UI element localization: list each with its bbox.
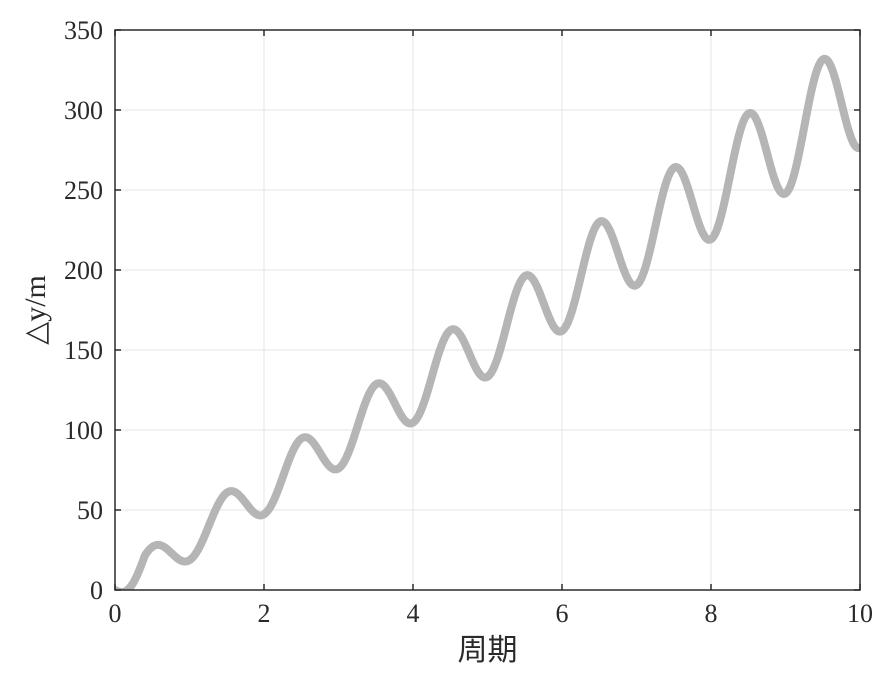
y-tick-label: 100 (64, 416, 103, 445)
y-tick-label: 350 (64, 16, 103, 45)
x-tick-label: 4 (407, 599, 420, 628)
x-tick-label: 10 (847, 599, 873, 628)
oscillating-line-chart: 0246810050100150200250300350周期△y/m (0, 0, 894, 690)
chart-container: 0246810050100150200250300350周期△y/m (0, 0, 894, 690)
x-tick-label: 6 (556, 599, 569, 628)
y-tick-label: 250 (64, 176, 103, 205)
x-tick-label: 8 (705, 599, 718, 628)
y-tick-label: 200 (64, 256, 103, 285)
x-axis-label: 周期 (458, 634, 518, 667)
y-tick-label: 150 (64, 336, 103, 365)
y-axis-label: △y/m (19, 275, 52, 345)
x-tick-label: 2 (258, 599, 271, 628)
y-tick-label: 50 (77, 496, 103, 525)
x-tick-label: 0 (109, 599, 122, 628)
y-tick-label: 0 (90, 576, 103, 605)
y-tick-label: 300 (64, 96, 103, 125)
